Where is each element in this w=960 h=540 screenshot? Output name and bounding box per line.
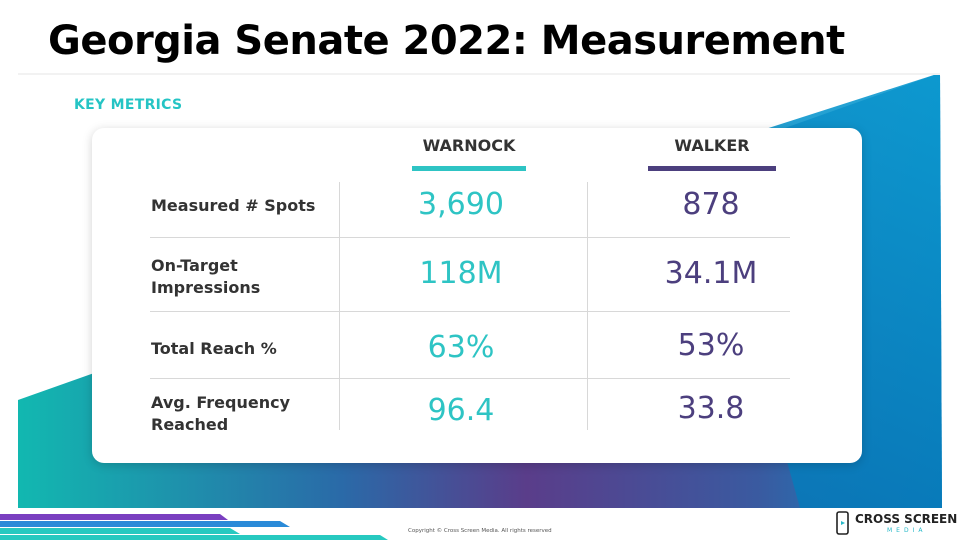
metrics-card	[92, 128, 862, 463]
row-label: On-Target Impressions	[151, 256, 261, 297]
walker-value: 53%	[677, 328, 745, 363]
row-label: Avg. Frequency Reached	[151, 393, 290, 434]
logo-subtext: MEDIA	[887, 527, 927, 534]
warnock-underline	[412, 166, 526, 171]
page-title: Georgia Senate 2022: Measurement	[48, 18, 845, 64]
walker-value: 878	[682, 187, 740, 222]
walker-value: 33.8	[677, 391, 745, 426]
warnock-value: 96.4	[427, 393, 495, 428]
row-divider	[150, 378, 790, 379]
walker-value: 34.1M	[664, 256, 758, 291]
row-label: Total Reach %	[151, 339, 277, 358]
section-label: KEY METRICS	[74, 97, 183, 113]
logo-text: CROSS SCREEN	[855, 512, 958, 526]
row-label: Measured # Spots	[151, 196, 316, 215]
column-header-warnock: WARNOCK	[422, 136, 516, 155]
warnock-value: 3,690	[418, 187, 504, 222]
column-divider	[587, 182, 588, 430]
row-divider	[150, 237, 790, 238]
row-divider	[150, 311, 790, 312]
phone-icon	[836, 511, 849, 535]
warnock-value: 63%	[427, 330, 495, 365]
company-logo: CROSS SCREEN MEDIA	[835, 511, 958, 539]
walker-underline	[648, 166, 776, 171]
column-divider	[339, 182, 340, 430]
warnock-value: 118M	[419, 256, 503, 291]
column-header-walker: WALKER	[674, 136, 750, 155]
copyright-text: Copyright © Cross Screen Media. All righ…	[408, 528, 552, 534]
